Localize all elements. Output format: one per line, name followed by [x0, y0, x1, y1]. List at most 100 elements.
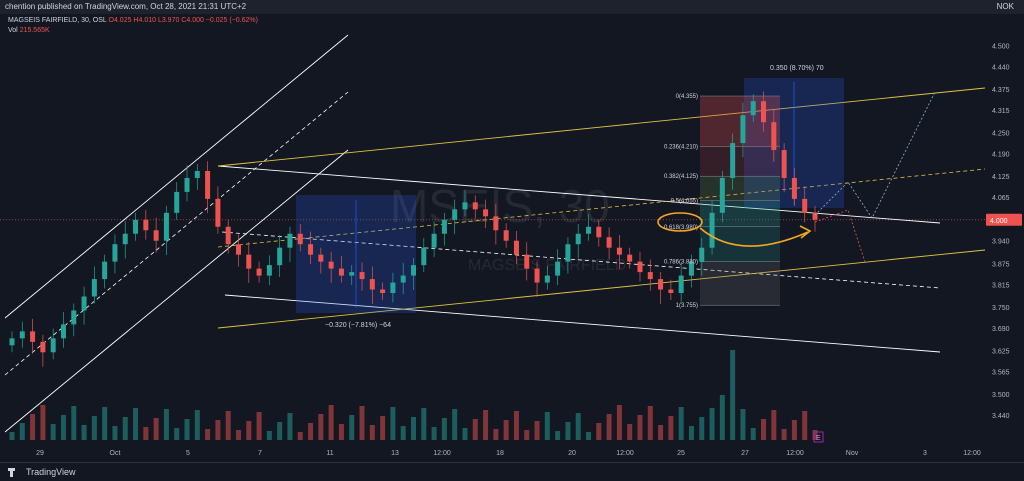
orange-arrow: [699, 227, 809, 247]
volume-bar: [256, 412, 262, 440]
volume-bar: [287, 413, 293, 440]
orange-arrowhead: [799, 225, 812, 239]
candle-body: [91, 279, 97, 297]
volume-bar: [565, 422, 571, 440]
candle-body: [380, 289, 386, 294]
time-tick: 27: [741, 450, 749, 457]
footer-bar: TradingView: [0, 462, 1024, 481]
volume-bar: [781, 429, 787, 440]
candle-body: [565, 244, 571, 262]
price-tick: 4.125: [992, 174, 1010, 181]
price-tick: 3.565: [992, 369, 1010, 376]
fib-zone: [700, 96, 780, 147]
volume-bar: [616, 405, 622, 440]
volume-bar: [709, 408, 715, 440]
candle-body: [668, 289, 674, 294]
candle-body: [513, 240, 519, 255]
candle-body: [122, 233, 128, 245]
volume-bar: [174, 428, 180, 440]
fib-level-label: 0.382(4.125): [664, 174, 698, 180]
volume-bar: [60, 415, 66, 440]
volume-bar: [658, 425, 664, 440]
volume-bar: [91, 416, 97, 440]
volume-bar: [441, 418, 447, 440]
candle-body: [277, 247, 283, 266]
volume-bar: [297, 432, 303, 440]
candle-body: [472, 202, 478, 210]
time-tick: 5: [186, 450, 190, 457]
candle-body: [421, 247, 427, 266]
volume-bar: [40, 405, 46, 440]
publisher-bar: chention published on TradingView.com, O…: [0, 0, 1024, 14]
fib-level-label: 0.5(4.055): [671, 199, 698, 205]
volume-bar: [493, 429, 499, 440]
time-axis[interactable]: 29 Oct 5 7 11 13 12:00 18 20 12:00 25 27 12:00 Nov 3 12…: [36, 450, 981, 457]
time-tick: 25: [677, 450, 685, 457]
candle-body: [349, 272, 355, 276]
volume-bar: [266, 431, 272, 440]
volume-bar: [380, 416, 386, 440]
fib-zone: [700, 146, 780, 177]
candle-body: [359, 272, 365, 280]
price-tick: 4.250: [992, 131, 1010, 138]
time-tick: 29: [36, 450, 44, 457]
volume-bar: [534, 421, 540, 440]
volume-bar: [359, 406, 365, 440]
time-tick: 12:00: [616, 450, 634, 457]
annotations-layer: −0.320 (−7.81%) −64 0.350 (8.70%) 70 0(4.3…: [325, 65, 936, 443]
candle-body: [153, 230, 159, 241]
volume-bar: [421, 408, 427, 440]
time-tick: 12:00: [963, 450, 981, 457]
candle-body: [235, 244, 241, 255]
volume-bar: [153, 418, 159, 440]
volume-bar: [596, 423, 602, 440]
candle-body: [184, 177, 190, 192]
volume-bar: [812, 430, 818, 440]
candle-body: [9, 338, 15, 346]
candle-body: [812, 212, 818, 220]
projection-bullish: [814, 91, 936, 219]
candle-body: [390, 282, 396, 294]
price-chart[interactable]: MSEIS, 30 MAGSEIS FAIRFIELD −0.320 (−7.8…: [0, 0, 1024, 462]
volume-bar: [205, 429, 211, 440]
symbol-line: MAGSEIS FAIRFIELD, 30, OSL: [8, 17, 107, 24]
candle-body: [256, 268, 262, 276]
candle-body: [791, 177, 797, 199]
volume-value: 215.565K: [19, 27, 50, 34]
candle-body: [761, 101, 767, 123]
candle-body: [266, 265, 272, 276]
price-axis-bg: [985, 14, 1024, 462]
tradingview-logo[interactable]: TradingView: [8, 463, 76, 481]
candle-body: [688, 261, 694, 276]
price-tick: 3.440: [992, 413, 1010, 420]
candle-body: [297, 233, 303, 245]
candle-body: [102, 261, 108, 280]
candle-body: [205, 170, 211, 199]
volume-bar: [462, 428, 468, 440]
candle-body: [50, 338, 56, 353]
price-tick: 4.315: [992, 108, 1010, 115]
candle-body: [493, 216, 499, 231]
volume-bar: [30, 414, 36, 440]
price-tick: 3.750: [992, 305, 1010, 312]
candle-body: [143, 219, 149, 231]
volume-bar: [225, 411, 231, 440]
candle-body: [441, 219, 447, 234]
volume-bar: [102, 407, 108, 440]
candle-body: [174, 191, 180, 213]
time-tick: Nov: [846, 450, 859, 457]
candle-body: [400, 275, 406, 283]
price-tick: 4.500: [992, 43, 1010, 50]
volume-bar: [791, 420, 797, 440]
price-axis[interactable]: 4.500 4.440 4.375 4.315 4.250 4.190 4.125 4.065…: [985, 14, 1024, 462]
volume-bars: [9, 350, 818, 440]
volume-bar: [555, 431, 561, 440]
volume-bar: [740, 409, 746, 440]
volume-bar: [771, 410, 777, 440]
volume-bar: [606, 414, 612, 440]
candle-body: [194, 170, 200, 178]
volume-bar: [9, 432, 15, 440]
volume-bar: [369, 425, 375, 440]
price-tick: 3.940: [992, 239, 1010, 246]
candle-body: [452, 209, 458, 220]
